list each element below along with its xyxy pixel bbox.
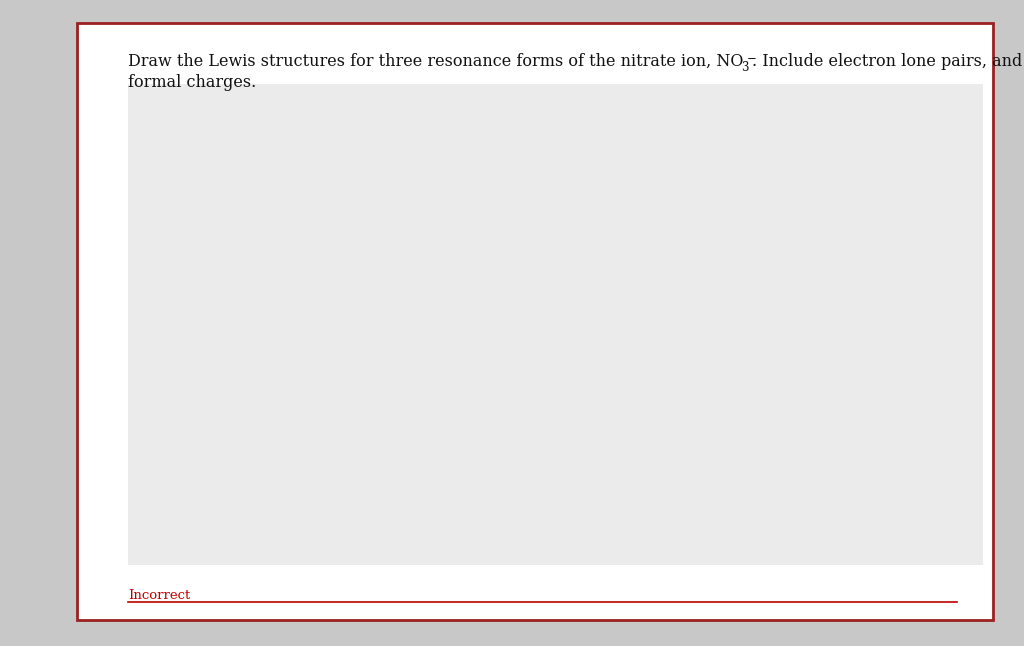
Text: O: O <box>549 269 562 284</box>
Text: O: O <box>831 318 845 331</box>
Text: 3: 3 <box>741 61 749 74</box>
Text: O: O <box>275 318 289 331</box>
Text: N: N <box>732 318 746 331</box>
Text: O: O <box>733 255 745 269</box>
Text: O: O <box>472 318 485 331</box>
Text: formal charges.: formal charges. <box>128 74 256 91</box>
Text: . Include electron lone pairs, and any: . Include electron lone pairs, and any <box>752 53 1024 70</box>
Text: O: O <box>647 332 660 346</box>
Text: −: − <box>746 51 757 64</box>
Text: O: O <box>451 332 464 346</box>
Text: O: O <box>374 255 387 269</box>
Text: Draw the Lewis structures for three resonance forms of the nitrate ion, NO: Draw the Lewis structures for three reso… <box>128 53 743 70</box>
Text: N: N <box>374 318 387 331</box>
Text: O: O <box>635 318 647 331</box>
Text: Incorrect: Incorrect <box>128 589 190 602</box>
Text: N: N <box>549 332 562 346</box>
